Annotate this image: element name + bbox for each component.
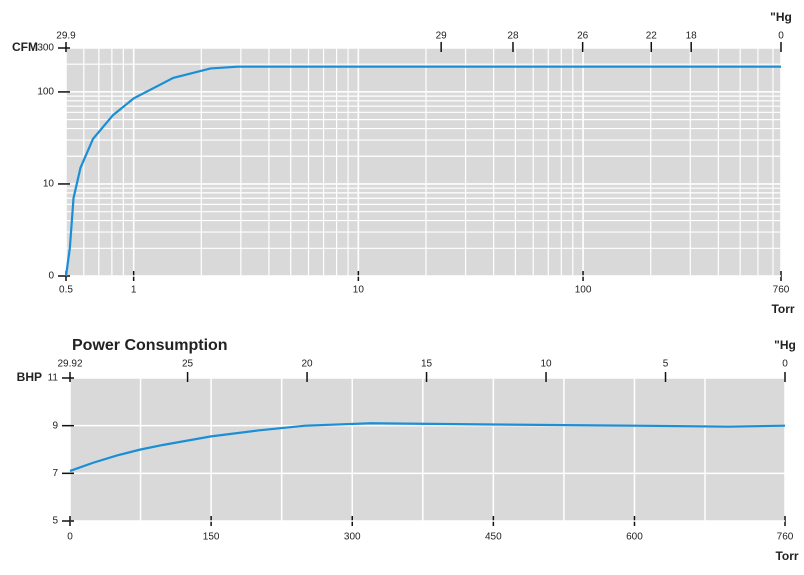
x2-tick-label: 20 — [301, 359, 313, 370]
x2-tick-label: 0 — [782, 359, 788, 370]
plot-area — [70, 378, 785, 521]
x-tick-label: 760 — [773, 285, 790, 296]
x2-tick-label: 18 — [686, 31, 698, 42]
x-tick-label: 600 — [626, 532, 643, 543]
x2-axis-label: "Hg — [774, 338, 796, 352]
x-tick-label: 100 — [575, 285, 592, 296]
y-tick-label: 300 — [37, 43, 54, 54]
y-tick-label: 5 — [52, 516, 58, 527]
y-tick-label: 11 — [48, 373, 59, 384]
y-tick-label: 7 — [52, 468, 58, 479]
y-tick-label: 100 — [37, 87, 54, 98]
x2-tick-label: 25 — [182, 359, 194, 370]
x-tick-label: 1 — [131, 285, 137, 296]
x-tick-label: 10 — [353, 285, 365, 296]
x2-tick-label: 15 — [421, 359, 433, 370]
plot-area — [66, 48, 781, 276]
x2-tick-label: 28 — [507, 31, 519, 42]
y-tick-label: 9 — [52, 420, 58, 431]
x2-tick-label: 5 — [663, 359, 669, 370]
x-tick-label: 150 — [203, 532, 220, 543]
x2-tick-label: 10 — [540, 359, 552, 370]
y-axis-label: CFM — [12, 40, 38, 54]
x2-tick-label: 29.92 — [57, 359, 82, 370]
y-axis-label: BHP — [17, 370, 42, 384]
x-tick-label: 450 — [485, 532, 502, 543]
x-tick-label: 760 — [777, 532, 794, 543]
x-axis-label: Torr — [775, 549, 798, 563]
data-line — [69, 422, 786, 472]
x2-tick-label: 29.9 — [56, 31, 76, 42]
x2-tick-label: 0 — [778, 31, 784, 42]
x-axis-label: Torr — [771, 302, 794, 316]
x2-tick-label: 29 — [436, 31, 448, 42]
x2-axis-label: "Hg — [770, 10, 792, 24]
y-tick-label: 10 — [43, 179, 55, 190]
x-tick-label: 300 — [344, 532, 361, 543]
x2-tick-label: 22 — [646, 31, 658, 42]
x-tick-label: 0.5 — [59, 285, 73, 296]
y-tick-label: 0 — [48, 271, 54, 282]
chart-title: Power Consumption — [72, 337, 228, 354]
data-line — [64, 65, 781, 277]
x-tick-label: 0 — [67, 532, 73, 543]
x2-tick-label: 26 — [577, 31, 589, 42]
